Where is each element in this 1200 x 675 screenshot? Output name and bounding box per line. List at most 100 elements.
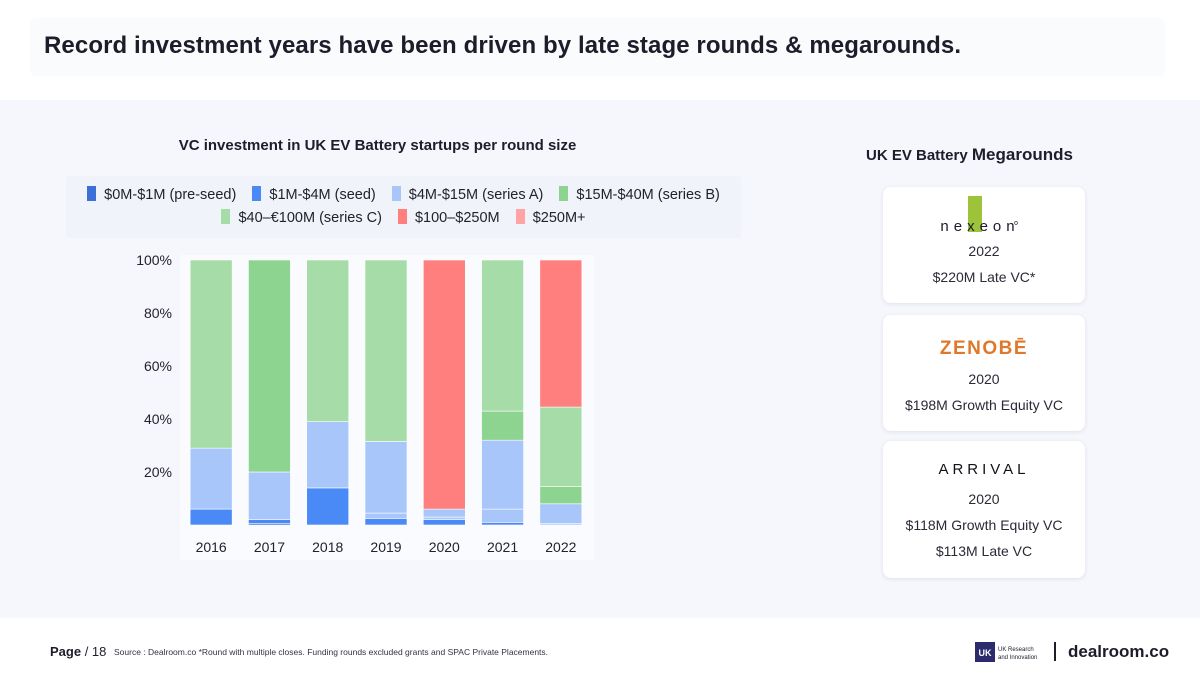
legend-row-2: $40–€100M (series C) $100–$250M $250M+ [66,209,741,226]
nexeon-logo-bar [968,196,982,232]
title-bar: Record investment years have been driven… [30,18,1165,76]
bar-segment-2020 [422,508,466,518]
legend-swatch [515,209,525,224]
legend-swatch [391,186,401,201]
bar-segment-2021 [481,259,524,412]
legend-label: $4M-$15M (series A) [408,187,544,203]
bar-segment-2020 [422,519,466,526]
card-amount: $198M Growth Equity VC [905,397,1063,413]
legend-row-1: $0M-$1M (pre-seed) $1M-$4M (seed) $4M-$1… [66,186,741,203]
bar-segment-2021 [481,522,524,526]
x-tick-label: 2019 [370,539,401,555]
bar-segment-2018 [306,421,350,489]
ukri-logo-line1: UK Research [998,647,1034,653]
legend-item: $40–€100M (series C) [221,209,382,226]
bar-segment-2018 [306,259,350,422]
source-note: Source : Dealroom.co *Round with multipl… [114,647,549,657]
bar-segment-2022 [539,503,583,524]
stacked-bar-chart: 20% 40% 60% 80% 100% 2016 2017 2018 2019 2020 2021… [136,252,583,555]
bar-segment-2016 [189,447,233,510]
ukri-logo-glyph: UK [979,648,992,658]
megarounds-title-prefix: UK EV Battery [866,147,972,164]
card-amount: $220M Late VC* [932,269,1036,285]
card-year: 2020 [968,371,1000,387]
bar-segment-2016 [189,508,233,526]
bar-segment-2021 [481,410,524,441]
card-amount: $118M Growth Equity VC [905,517,1063,533]
bar-segment-2016 [189,259,233,449]
nexeon-logo-mark [1014,221,1018,225]
legend-item: $15M-$40M (series B) [559,186,720,203]
bar-segment-2019 [364,518,408,526]
legend-label: $15M-$40M (series B) [576,187,720,203]
bar-segment-2021 [481,439,524,510]
chart-title: VC investment in UK EV Battery startups … [178,137,577,154]
legend-swatch [221,209,231,224]
megaround-card-zenobe: ZENOBĒ 2020 $198M Growth Equity VC [883,315,1085,431]
y-tick-label: 100% [136,252,172,268]
megarounds-title: UK EV Battery Megarounds [866,145,1073,165]
page-indicator: Page / 18 [50,644,106,659]
x-tick-label: 2022 [545,539,576,555]
legend-item: $250M+ [515,209,586,226]
page-title: Record investment years have been driven… [44,32,962,59]
x-tick-label: 2021 [487,539,518,555]
page-label: Page [50,644,82,659]
dealroom-logo[interactable]: dealroom.co [1068,642,1170,661]
bar-segment-2019 [364,512,408,519]
ukri-logo-line2: and Innovation [998,655,1037,661]
x-tick-label: 2017 [254,539,285,555]
legend-label: $40–€100M (series C) [238,210,382,226]
x-tick-label: 2016 [196,539,227,555]
nexeon-logo: nexeon [940,196,1019,235]
card-year: 2022 [968,243,1000,259]
nexeon-logo-text: nexeon [940,218,1019,235]
legend-swatch [252,186,262,201]
legend-item: $100–$250M [397,209,500,226]
bar-segment-2019 [364,259,408,442]
megaround-card-arrival: ARRIVAL 2020 $118M Growth Equity VC $113… [883,441,1085,578]
ukri-logo-box [975,642,995,662]
arrival-logo-text: ARRIVAL [938,461,1029,478]
bar-segment-2021 [481,508,524,523]
bar-segment-2020 [422,259,466,510]
legend-item: $1M-$4M (seed) [252,186,376,203]
legend-label: $1M-$4M (seed) [269,187,376,203]
chart-plot: 20% 40% 60% 80% 100% 2016 2017 2018 2019 2020 2021… [120,245,600,565]
bar-segment-2017 [248,471,291,521]
page-number: / 18 [84,644,107,659]
card-amount: $113M Late VC [935,543,1033,559]
chart-legend: $0M-$1M (pre-seed) $1M-$4M (seed) $4M-$1… [66,176,741,238]
legend-swatch [87,186,97,201]
legend-label: $0M-$1M (pre-seed) [104,187,237,203]
legend-label: $100–$250M [414,210,500,226]
bar-segment-2022 [539,486,583,505]
ukri-logo: UK UK Research and Innovation [975,642,1037,662]
legend-swatch [397,209,407,224]
y-tick-label: 60% [144,358,172,374]
footer-divider [1054,642,1056,661]
bar-segment-2018 [306,487,350,526]
legend-swatch [559,186,569,201]
y-tick-label: 20% [144,464,172,480]
bar-segment-2017 [248,519,291,524]
footer: Page / 18 Source : Dealroom.co *Round wi… [0,618,1200,675]
zenobe-logo: ZENOBĒ [940,338,1028,359]
y-tick-label: 40% [144,411,172,427]
legend-label: $250M+ [532,210,586,226]
x-tick-label: 2018 [312,539,343,555]
legend-item: $4M-$15M (series A) [391,186,544,203]
bar-segment-2017 [248,259,291,473]
legend-item: $0M-$1M (pre-seed) [87,186,236,203]
bar-segment-2022 [539,406,583,487]
bar-segment-2019 [364,441,408,514]
bar-segment-2022 [539,259,583,408]
bar-segment-2020 [422,516,466,520]
card-year: 2020 [968,491,1000,507]
megarounds-title-suffix: Megarounds [971,145,1073,164]
y-tick-label: 80% [144,305,172,321]
x-tick-label: 2020 [429,539,460,555]
zenobe-logo-text: ZENOBĒ [940,338,1028,359]
arrival-logo: ARRIVAL [938,461,1029,478]
megaround-card-nexeon: nexeon 2022 $220M Late VC* [883,187,1085,303]
